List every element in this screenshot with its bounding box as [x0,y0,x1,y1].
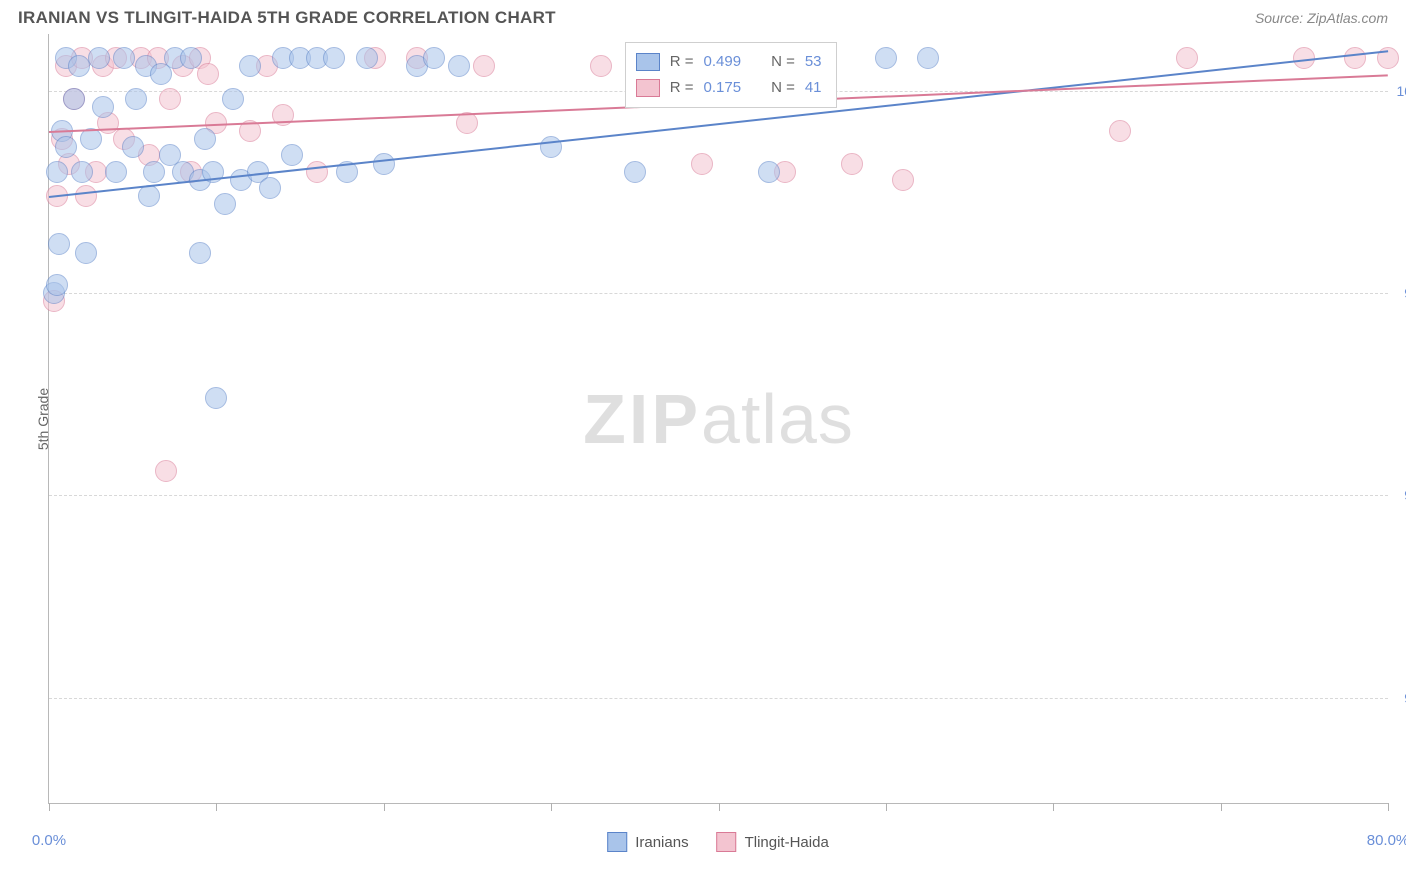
data-point [92,96,114,118]
gridline-h [49,698,1388,699]
data-point [205,387,227,409]
data-point [48,233,70,255]
swatch-tlingit [717,832,737,852]
x-tick-label: 80.0% [1367,832,1406,849]
data-point [758,161,780,183]
legend-item-tlingit: Tlingit-Haida [717,832,829,852]
chart-area: 5th Grade ZIPatlas 92.5%95.0%97.5%100.0%… [48,34,1388,804]
data-point [875,47,897,69]
data-point [691,153,713,175]
data-point [222,88,244,110]
data-point [197,63,219,85]
data-point [259,177,281,199]
info-swatch [636,53,660,71]
data-point [71,161,93,183]
data-point [214,193,236,215]
data-point [159,88,181,110]
data-point [590,55,612,77]
x-tick [49,803,50,811]
data-point [194,128,216,150]
legend-item-iranians: Iranians [607,832,688,852]
info-r-value: 0.499 [704,49,742,75]
data-point [88,47,110,69]
data-point [917,47,939,69]
info-row: R = 0.175 N = 41 [636,75,822,101]
x-tick [384,803,385,811]
info-n-value: 53 [805,49,822,75]
data-point [448,55,470,77]
legend: Iranians Tlingit-Haida [607,832,829,852]
swatch-iranians [607,832,627,852]
x-tick [1388,803,1389,811]
data-point [55,136,77,158]
gridline-h [49,293,1388,294]
data-point [138,185,160,207]
plot-region: ZIPatlas 92.5%95.0%97.5%100.0%0.0%80.0%R… [48,34,1388,804]
info-n-label: N = [771,75,795,101]
x-tick [886,803,887,811]
data-point [155,460,177,482]
data-point [46,161,68,183]
data-point [75,185,97,207]
info-row: R = 0.499 N = 53 [636,49,822,75]
info-n-value: 41 [805,75,822,101]
watermark: ZIPatlas [583,379,854,459]
gridline-h [49,495,1388,496]
info-r-label: R = [670,49,694,75]
info-r-label: R = [670,75,694,101]
data-point [180,47,202,69]
data-point [306,161,328,183]
info-r-value: 0.175 [704,75,742,101]
data-point [75,242,97,264]
data-point [122,136,144,158]
info-swatch [636,79,660,97]
correlation-info-box: R = 0.499 N = 53 R = 0.175 N = 41 [625,42,837,108]
data-point [113,47,135,69]
x-tick [1221,803,1222,811]
legend-label-iranians: Iranians [635,834,688,851]
data-point [105,161,127,183]
x-tick-label: 0.0% [32,832,66,849]
chart-title: IRANIAN VS TLINGIT-HAIDA 5TH GRADE CORRE… [18,8,556,28]
data-point [63,88,85,110]
data-point [1344,47,1366,69]
data-point [1176,47,1198,69]
data-point [189,242,211,264]
data-point [841,153,863,175]
data-point [624,161,646,183]
data-point [125,88,147,110]
x-tick [1053,803,1054,811]
data-point [423,47,445,69]
data-point [68,55,90,77]
y-tick-label: 100.0% [1397,83,1406,99]
x-tick [216,803,217,811]
data-point [323,47,345,69]
x-tick [719,803,720,811]
data-point [46,274,68,296]
info-n-label: N = [771,49,795,75]
data-point [373,153,395,175]
x-tick [551,803,552,811]
data-point [239,55,261,77]
data-point [1109,120,1131,142]
data-point [473,55,495,77]
data-point [281,144,303,166]
data-point [892,169,914,191]
data-point [356,47,378,69]
source-attribution: Source: ZipAtlas.com [1255,10,1388,26]
legend-label-tlingit: Tlingit-Haida [745,834,829,851]
